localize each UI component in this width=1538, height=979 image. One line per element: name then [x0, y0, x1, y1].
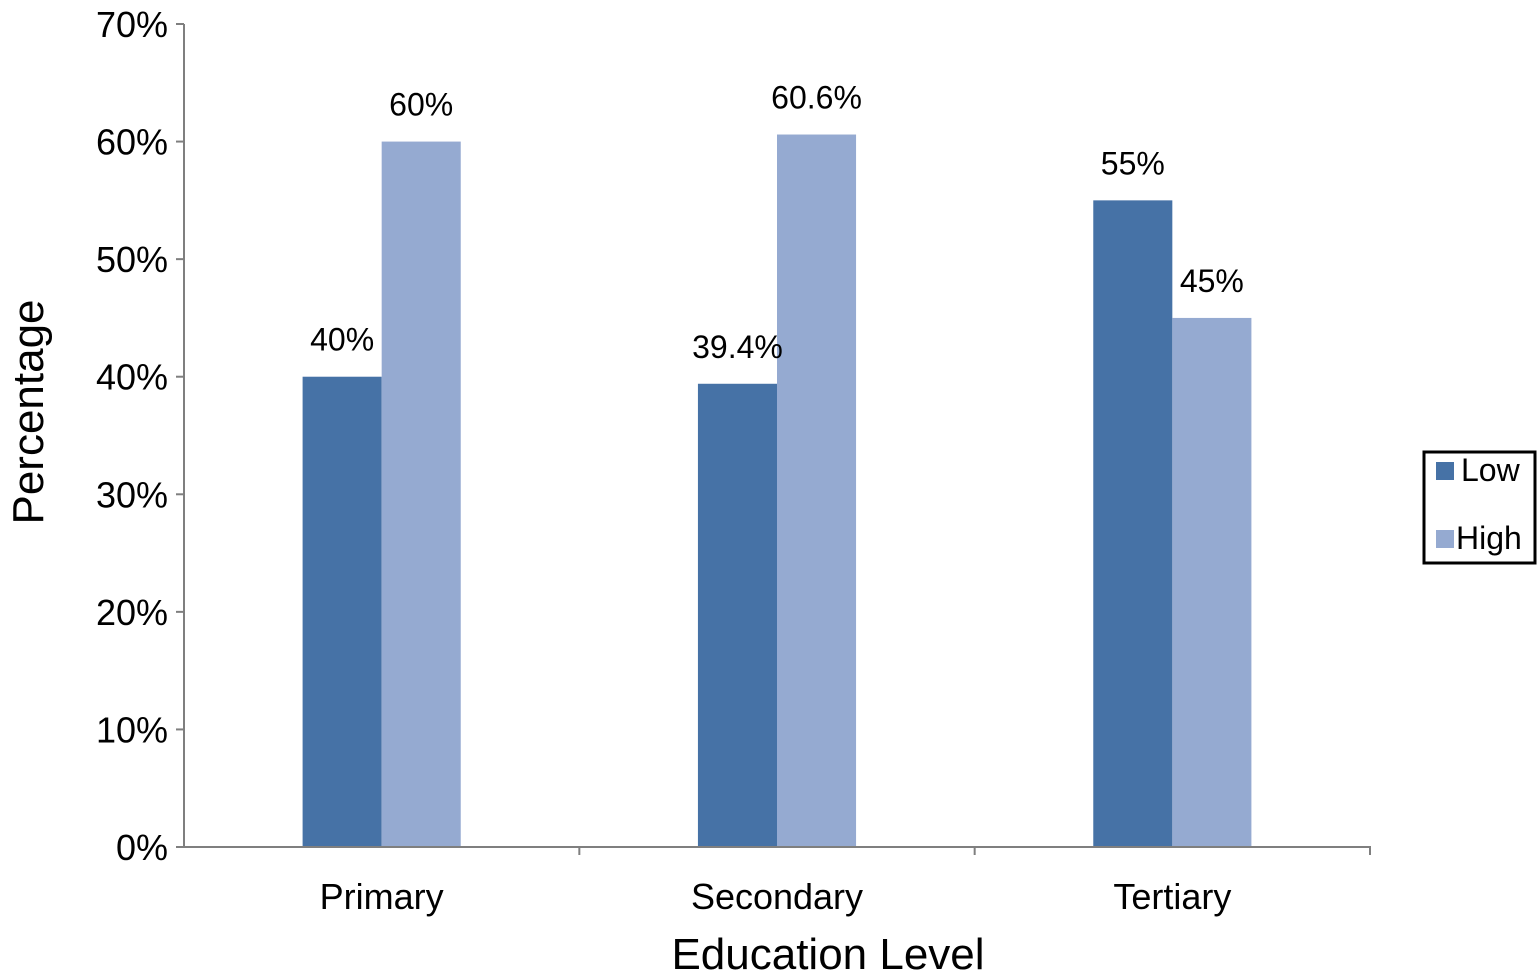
y-ticks: 0% 10% 20% 30% 40% 50% 60% 70% [96, 4, 184, 868]
data-label: 40% [310, 322, 374, 358]
data-label: 60.6% [771, 80, 862, 116]
y-tick-label: 70% [96, 4, 168, 45]
bar-high-primary [381, 141, 461, 848]
data-label: 39.4% [692, 329, 783, 365]
legend-swatch-high [1436, 530, 1454, 548]
y-tick-label: 0% [116, 827, 168, 868]
x-ticks: Primary Secondary Tertiary [320, 847, 1371, 917]
x-tick-label: Tertiary [1113, 876, 1231, 917]
axes [176, 24, 1371, 848]
bar-low-secondary [697, 383, 777, 847]
y-axis-label: Percentage [4, 299, 53, 524]
bar-value-labels: 40% 60% 39.4% 60.6% 55% 45% [310, 80, 1244, 365]
legend-swatch-low [1436, 462, 1454, 480]
x-tick-label: Primary [320, 876, 444, 917]
x-tick-label: Secondary [691, 876, 863, 917]
legend-label-low: Low [1461, 452, 1521, 488]
bar-low-tertiary [1093, 200, 1173, 847]
data-label: 55% [1101, 145, 1165, 181]
y-tick-label: 20% [96, 592, 168, 633]
y-tick-label: 30% [96, 474, 168, 515]
bar-high-secondary [777, 134, 857, 847]
legend: Low High [1422, 450, 1537, 565]
y-tick-label: 10% [96, 709, 168, 750]
data-label: 60% [389, 87, 453, 123]
y-tick-label: 60% [96, 122, 168, 163]
legend-label-high: High [1456, 520, 1522, 556]
y-tick-label: 40% [96, 357, 168, 398]
data-label: 45% [1180, 263, 1244, 299]
y-tick-label: 50% [96, 239, 168, 280]
bar-high-tertiary [1172, 317, 1252, 847]
x-axis-label: Education Level [671, 930, 984, 979]
bars-layer [302, 134, 1252, 848]
bar-low-primary [302, 376, 382, 847]
